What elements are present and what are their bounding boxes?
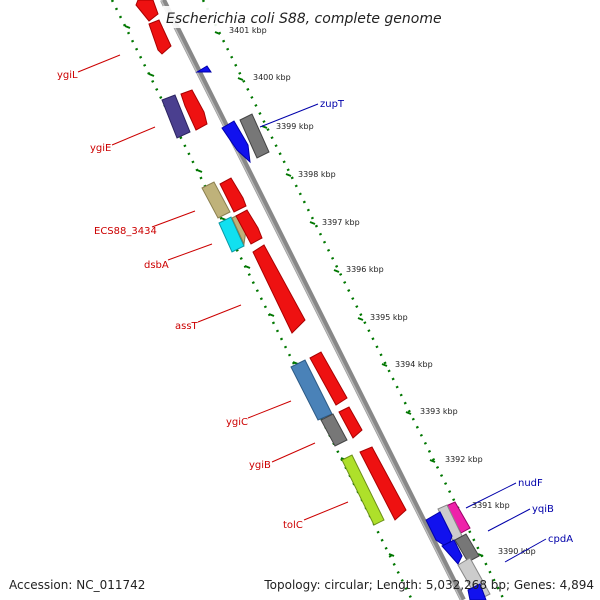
gene-ygiB-gray[interactable] (320, 413, 348, 447)
reverse-gene-labels: zupT nudF yqiB cpdA (259, 99, 573, 563)
kbp-label: 3393 kbp (420, 407, 458, 416)
gene-ygiL-red[interactable] (148, 19, 172, 55)
gene-label-cpdA[interactable]: cpdA (548, 534, 573, 545)
gene-yqiB-gray[interactable] (454, 533, 480, 563)
kbp-label: 3397 kbp (322, 218, 360, 227)
kbp-label: 3401 kbp (229, 26, 267, 35)
gene-tolC-green[interactable] (341, 454, 385, 526)
gene-label-yqiB[interactable]: yqiB (532, 504, 554, 515)
gene-label-assT[interactable]: assT (175, 321, 199, 332)
gene-label-ECS88_3434[interactable]: ECS88_3434 (94, 226, 157, 237)
kbp-label: 3398 kbp (298, 170, 336, 179)
gene-zupT-blue[interactable] (221, 120, 251, 164)
gene-ygiB-red[interactable] (338, 406, 363, 439)
gene-label-tolC[interactable]: tolC (283, 520, 303, 531)
gene-label-ygiC[interactable]: ygiC (226, 417, 248, 428)
kbp-label: 3391 kbp (472, 501, 510, 510)
gene-label-dsbA[interactable]: dsbA (144, 260, 169, 271)
gene-ygiE-purple[interactable] (161, 94, 191, 139)
gene-cpdA-blue[interactable] (441, 539, 463, 565)
kbp-axis-labels: 3401 kbp 3400 kbp 3399 kbp 3398 kbp 3397… (229, 26, 536, 556)
gene-top-red-1[interactable] (135, 0, 159, 22)
accession-text: Accession: NC_011742 (9, 578, 146, 592)
kbp-label: 3396 kbp (346, 265, 384, 274)
gene-ygiE-red[interactable] (180, 89, 208, 131)
kbp-label: 3395 kbp (370, 313, 408, 322)
gene-dsbA-cyan[interactable] (218, 216, 245, 253)
gene-label-ygiB[interactable]: ygiB (249, 460, 271, 471)
kbp-label: 3399 kbp (276, 122, 314, 131)
genome-backbone (160, 0, 466, 600)
genome-summary-text: Topology: circular; Length: 5,032,268 bp… (264, 578, 594, 592)
gene-dsbA-red[interactable] (235, 209, 263, 245)
gene-ecs88-red[interactable] (219, 177, 247, 213)
gene-label-ygiE[interactable]: ygiE (90, 143, 111, 154)
gene-tolC-red[interactable] (359, 446, 407, 521)
kbp-label: 3390 kbp (498, 547, 536, 556)
kbp-label: 3400 kbp (253, 73, 291, 82)
forward-genes (135, 0, 407, 526)
gene-assT-red[interactable] (252, 244, 306, 334)
gene-label-ygiL[interactable]: ygiL (57, 70, 78, 81)
map-title: Escherichia coli S88, complete genome (166, 11, 442, 27)
gene-ygiC-red[interactable] (309, 351, 348, 406)
gene-label-nudF[interactable]: nudF (518, 478, 543, 489)
kbp-label: 3392 kbp (445, 455, 483, 464)
forward-gene-labels: ygiL ygiE ECS88_3434 dsbA assT ygiC ygiB… (57, 54, 349, 531)
kbp-label: 3394 kbp (395, 360, 433, 369)
gene-ecs88-tan[interactable] (201, 181, 231, 219)
gene-zupT-gray[interactable] (239, 113, 270, 159)
reverse-genes (195, 65, 491, 600)
gene-small-blue[interactable] (195, 65, 212, 73)
gene-label-zupT[interactable]: zupT (320, 99, 345, 110)
gene-bottom-blue[interactable] (467, 583, 487, 600)
